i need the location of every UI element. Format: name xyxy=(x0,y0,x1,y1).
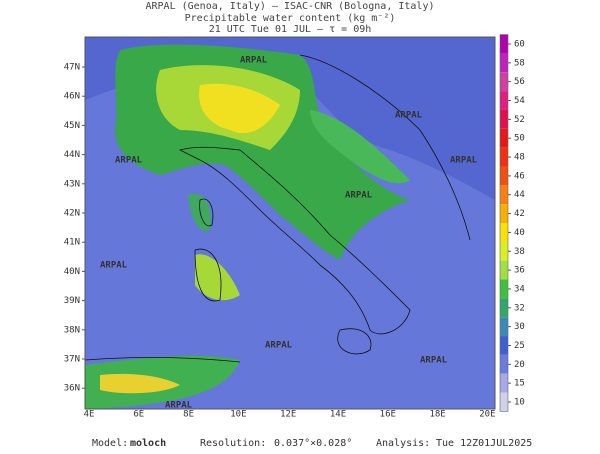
colorbar-label: 34 xyxy=(514,284,525,294)
colorbar-label: 10 xyxy=(514,398,525,408)
colorbar-swatch xyxy=(500,317,508,337)
colorbar-label: 60 xyxy=(514,40,525,50)
colorbar-swatch xyxy=(500,166,508,186)
lat-label: 41N xyxy=(64,238,80,248)
field-region xyxy=(85,37,495,200)
colorbar-swatch xyxy=(500,260,508,280)
lon-label: 10E xyxy=(230,410,246,420)
colorbar-label: 32 xyxy=(514,303,525,313)
colorbar-label: 48 xyxy=(514,153,525,163)
header-line: ARPAL (Genoa, Italy) — ISAC-CNR (Bologna… xyxy=(146,1,435,12)
lat-label: 43N xyxy=(64,179,80,189)
colorbar-swatch xyxy=(500,223,508,242)
lat-label: 44N xyxy=(64,150,80,160)
colorbar-label: 42 xyxy=(514,209,525,219)
coastline xyxy=(194,198,222,302)
lat-label: 46N xyxy=(64,92,80,102)
colorbar-swatch xyxy=(500,91,508,110)
footer-value: 0.037°×0.028° xyxy=(274,438,352,449)
header-line: 21 UTC Tue 01 JUL — τ = 09h xyxy=(209,24,372,35)
colorbar-label: 38 xyxy=(514,247,525,257)
map xyxy=(84,36,496,410)
colorbar-label: 58 xyxy=(514,58,525,68)
watermark: ARPAL xyxy=(420,356,448,366)
lat-label: 37N xyxy=(64,355,80,365)
lon-label: 16E xyxy=(380,410,396,420)
lon-label: 12E xyxy=(280,410,296,420)
lat-axis: 47N 46N 45N 44N 43N 42N 41N 40N 39N 38N 37N 36N xyxy=(64,63,85,394)
colorbar-swatch xyxy=(500,241,508,261)
colorbar-label: 36 xyxy=(514,266,525,276)
colorbar-swatch xyxy=(500,336,508,355)
lon-label: 6E xyxy=(133,410,144,420)
colorbar-label: 30 xyxy=(514,322,525,332)
footer-value: moloch xyxy=(130,438,166,449)
coastline xyxy=(178,146,411,355)
field-region xyxy=(100,373,180,394)
colorbar-swatch xyxy=(500,204,508,223)
lon-label: 20E xyxy=(479,410,495,420)
field-region xyxy=(310,110,410,184)
header-line: Precipitable water content (kg m⁻²) xyxy=(185,13,396,24)
watermark: ARPAL xyxy=(395,111,423,121)
footer-value: Tue 12Z01JUL2025 xyxy=(436,438,532,449)
watermark: ARPAL xyxy=(345,191,373,201)
field-region xyxy=(195,254,240,301)
watermark: ARPAL xyxy=(115,156,143,166)
lon-axis: 4E 6E 8E 10E 12E 14E 16E 18E 20E xyxy=(84,410,496,420)
colorbar: 60 58 56 54 52 50 48 46 44 42 40 38 36 34 32 30 25 20 15 10 xyxy=(499,34,525,412)
watermark: ARPAL xyxy=(100,261,128,271)
footer-label: Model: xyxy=(92,438,128,449)
lat-label: 47N xyxy=(64,63,80,73)
colorbar-swatch xyxy=(500,185,508,205)
lat-label: 38N xyxy=(64,325,80,335)
lat-label: 45N xyxy=(64,121,80,131)
colorbar-swatch xyxy=(500,279,508,299)
colorbar-label: 40 xyxy=(514,228,525,238)
colorbar-swatch xyxy=(500,34,508,54)
watermark: ARPAL xyxy=(165,401,193,411)
field-region xyxy=(188,193,211,231)
watermark: ARPAL xyxy=(240,56,268,66)
colorbar-label: 44 xyxy=(514,190,525,200)
colorbar-swatch xyxy=(500,109,508,129)
colorbar-swatch xyxy=(500,392,508,412)
lon-label: 4E xyxy=(84,410,95,420)
colorbar-swatch xyxy=(500,298,508,318)
colorbar-label: 54 xyxy=(514,96,525,106)
colorbar-swatch xyxy=(500,72,508,92)
lon-label: 18E xyxy=(429,410,445,420)
colorbar-label: 25 xyxy=(514,341,525,351)
watermark: ARPAL xyxy=(450,156,478,166)
colorbar-swatch xyxy=(500,147,508,167)
colorbar-label: 46 xyxy=(514,171,525,181)
footer-label: Resolution: xyxy=(200,438,266,449)
colorbar-swatch xyxy=(500,373,508,393)
lon-label: 14E xyxy=(330,410,346,420)
footer-label: Analysis: xyxy=(376,438,430,449)
colorbar-label: 52 xyxy=(514,115,525,125)
colorbar-label: 50 xyxy=(514,134,525,144)
lat-label: 42N xyxy=(64,209,80,219)
lat-label: 40N xyxy=(64,267,80,277)
colorbar-label: 56 xyxy=(514,77,525,87)
coastline xyxy=(84,54,471,363)
lat-label: 36N xyxy=(64,384,80,394)
colorbar-frame xyxy=(499,34,509,412)
map-frame xyxy=(84,36,496,410)
colorbar-swatch xyxy=(500,354,508,374)
colorbar-swatch xyxy=(500,53,508,73)
watermark: ARPAL xyxy=(265,341,293,351)
lat-label: 39N xyxy=(64,296,80,306)
lon-label: 8E xyxy=(183,410,194,420)
field-region xyxy=(199,83,280,134)
colorbar-label: 20 xyxy=(514,360,525,370)
colorbar-label: 15 xyxy=(514,379,525,389)
colorbar-swatch xyxy=(500,128,508,148)
watermarks: ARPAL ARPAL ARPAL ARPAL ARPAL ARPAL ARPAL ARPAL… xyxy=(100,56,478,411)
